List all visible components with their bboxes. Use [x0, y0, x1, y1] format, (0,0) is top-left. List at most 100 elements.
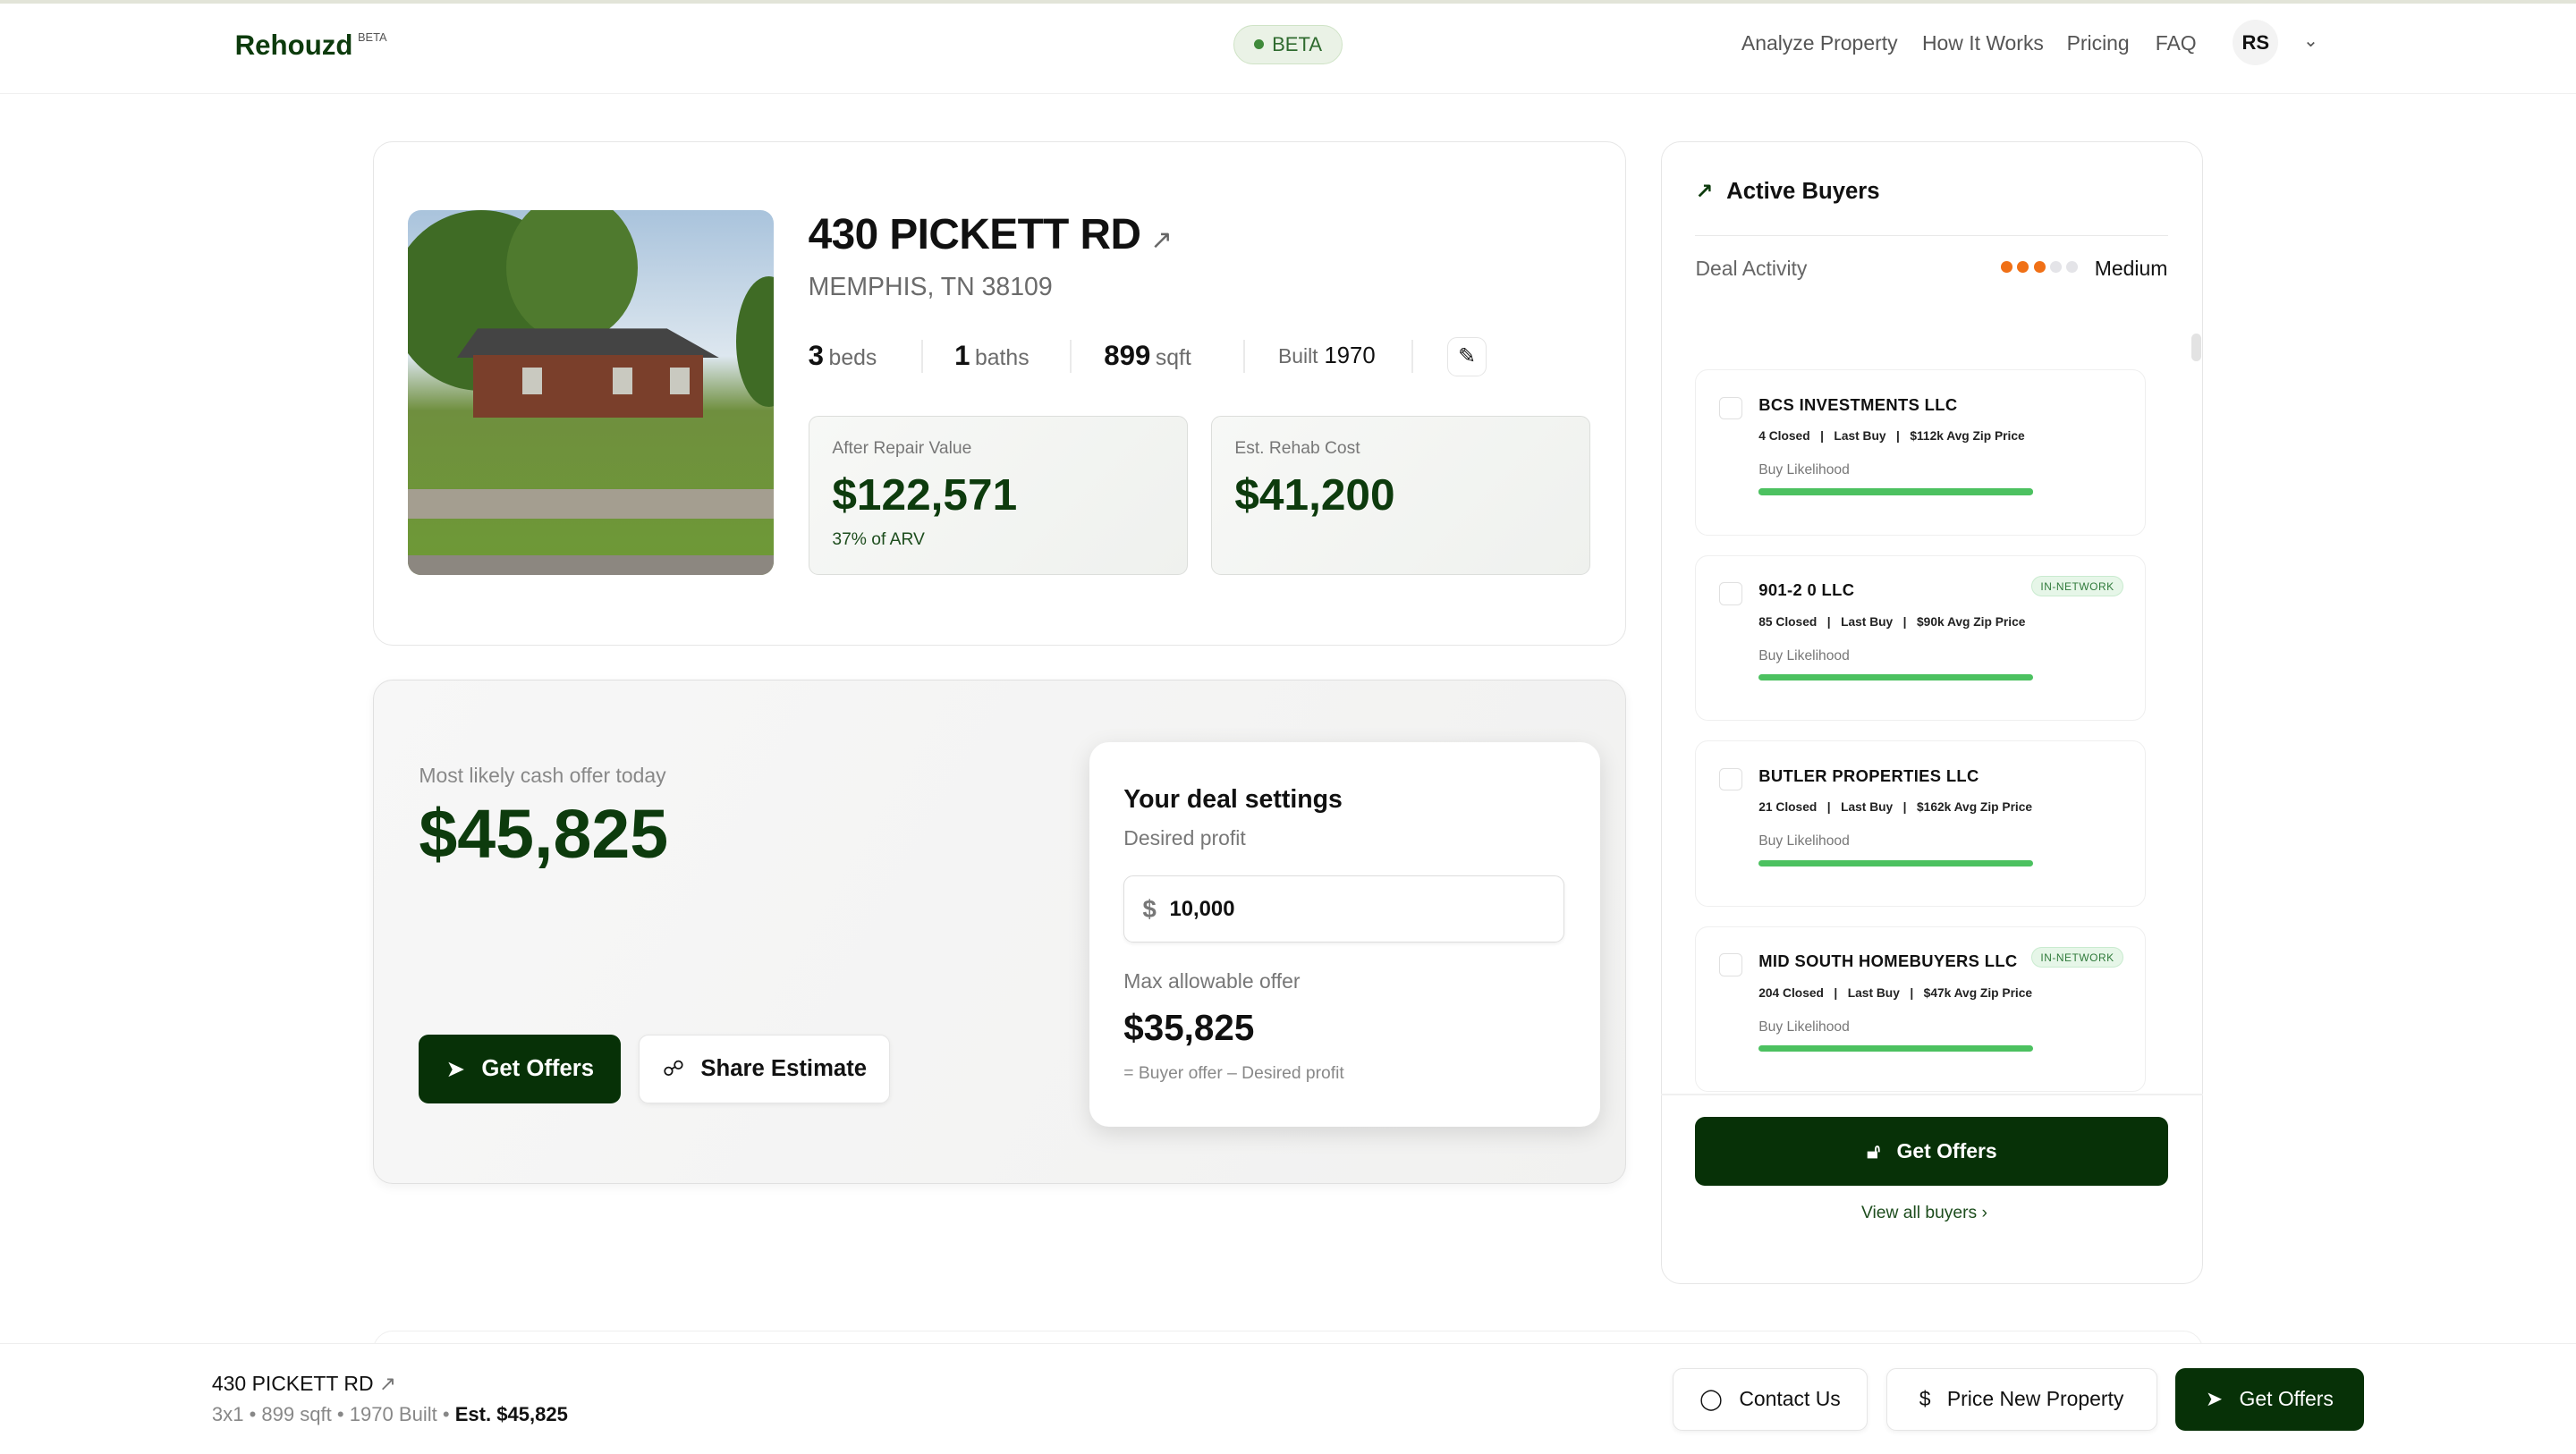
property-city: MEMPHIS, TN 38109 — [808, 272, 1053, 301]
property-address: 430 PICKETT RD ↗︎ — [809, 210, 1173, 259]
buyer-name: BUTLER PROPERTIES LLC — [1758, 765, 1979, 785]
buyer-meta: 85 Closed | Last Buy | $90k Avg Zip Pric… — [1758, 614, 2026, 629]
active-buyers-header: ↗ Active Buyers — [1695, 179, 1880, 205]
chat-bubble-icon: ◯ — [1699, 1387, 1723, 1411]
buyer-name: 901-2 0 LLC — [1758, 580, 1855, 600]
address-text: 430 PICKETT RD — [808, 211, 1141, 259]
buyer-checkbox[interactable] — [1719, 396, 1742, 420]
buyer-checkbox[interactable] — [1719, 582, 1742, 605]
status-dot-icon — [1253, 39, 1264, 50]
get-offers-button[interactable]: ➤ Get Offers — [419, 1035, 622, 1104]
rehab-box: Est. Rehab Cost $41,200 — [1210, 415, 1590, 575]
divider — [1695, 234, 2169, 237]
deal-activity-level: Medium — [2094, 256, 2168, 280]
sqft-stat: 899 sqft — [1104, 340, 1191, 372]
price-new-property-button[interactable]: $ Price New Property — [1885, 1367, 2157, 1431]
deal-activity-meter — [2001, 261, 2079, 273]
nav-how-it-works[interactable]: How It Works — [1921, 30, 2044, 55]
activity-dot — [2050, 261, 2062, 273]
top-nav — [0, 4, 2576, 94]
in-network-badge: IN-NETWORK — [2031, 946, 2123, 968]
buy-likelihood-label: Buy Likelihood — [1758, 1019, 1850, 1035]
contact-us-button[interactable]: ◯ Contact Us — [1672, 1367, 1868, 1431]
unlock-icon: 🔓︎ — [1867, 1139, 1881, 1163]
activity-dot — [2033, 261, 2046, 273]
scrollbar[interactable] — [2191, 333, 2202, 362]
dollar-icon: $ — [1919, 1387, 1931, 1411]
trending-up-icon: ↗ — [1695, 180, 1714, 205]
beta-label: BETA — [1272, 32, 1323, 55]
buy-likelihood-label: Buy Likelihood — [1758, 647, 1850, 664]
mao-formula: = Buyer offer – Desired profit — [1123, 1064, 1344, 1084]
buyer-card[interactable]: BUTLER PROPERTIES LLC 21 Closed | Last B… — [1695, 740, 2146, 907]
buy-likelihood-bar — [1758, 859, 2033, 866]
buyer-meta: 4 Closed | Last Buy | $112k Avg Zip Pric… — [1758, 429, 2025, 444]
nav-faq[interactable]: FAQ — [2155, 30, 2197, 55]
divider — [1660, 1094, 2203, 1096]
buy-likelihood-bar — [1758, 674, 2033, 681]
divider — [921, 340, 924, 373]
divider — [1411, 340, 1413, 373]
rehab-value: $41,200 — [1234, 469, 1395, 520]
arv-label: After Repair Value — [832, 439, 972, 459]
view-all-buyers-link[interactable]: View all buyers › — [1860, 1204, 1987, 1223]
chevron-right-icon: › — [1981, 1204, 1987, 1223]
sticky-summary: 3x1 • 899 sqft • 1970 Built • Est. $45,8… — [211, 1402, 568, 1425]
arv-value: $122,571 — [832, 469, 1018, 520]
offer-value: $45,825 — [419, 795, 669, 873]
desired-profit-input[interactable]: $10,000 — [1123, 875, 1564, 943]
arv-sub: 37% of ARV — [832, 530, 925, 550]
buyer-meta: 21 Closed | Last Buy | $162k Avg Zip Pri… — [1758, 800, 2033, 815]
share-icon: ☍ — [662, 1057, 684, 1082]
logo-text: Rehouzd — [234, 30, 353, 62]
external-link-icon[interactable]: ↗︎ — [1150, 225, 1173, 256]
baths-stat: 1 baths — [954, 340, 1030, 372]
buyer-card[interactable]: MID SOUTH HOMEBUYERS LLC IN-NETWORK 204 … — [1695, 926, 2146, 1093]
top-accent-line — [0, 0, 2576, 4]
logo[interactable]: Rehouzd BETA — [235, 30, 387, 62]
activity-dot — [2001, 261, 2012, 273]
buyer-card[interactable]: BCS INVESTMENTS LLC 4 Closed | Last Buy … — [1695, 369, 2146, 536]
activity-dot — [2017, 261, 2029, 273]
deal-settings-card: Your deal settings Desired profit $10,00… — [1089, 742, 1600, 1127]
buy-likelihood-bar — [1758, 1045, 2033, 1052]
logo-beta: BETA — [357, 30, 387, 45]
in-network-badge: IN-NETWORK — [2031, 575, 2123, 597]
activity-dot — [2066, 261, 2079, 273]
desired-profit-label: Desired profit — [1123, 825, 1246, 850]
buyer-checkbox[interactable] — [1719, 953, 1742, 976]
divider — [1243, 340, 1246, 373]
buyer-name: BCS INVESTMENTS LLC — [1758, 394, 1958, 414]
divider — [1069, 340, 1072, 373]
nav-analyze-property[interactable]: Analyze Property — [1741, 30, 1898, 55]
buyer-name: MID SOUTH HOMEBUYERS LLC — [1758, 951, 2018, 971]
deal-settings-title: Your deal settings — [1123, 784, 1343, 814]
sticky-get-offers-button[interactable]: ➤ Get Offers — [2174, 1367, 2364, 1431]
send-icon: ➤ — [2205, 1387, 2224, 1411]
mao-value: $35,825 — [1123, 1006, 1255, 1048]
buy-likelihood-bar — [1758, 488, 2033, 495]
buyer-checkbox[interactable] — [1719, 767, 1742, 791]
built-stat: Built 1970 — [1277, 342, 1376, 368]
sticky-address: 430 PICKETT RD ↗︎ — [211, 1371, 397, 1395]
mao-label: Max allowable offer — [1123, 968, 1301, 993]
buy-likelihood-label: Buy Likelihood — [1758, 462, 1850, 478]
buyer-meta: 204 Closed | Last Buy | $47k Avg Zip Pri… — [1758, 986, 2033, 1000]
nav-pricing[interactable]: Pricing — [2066, 30, 2130, 55]
dollar-icon: $ — [1142, 894, 1157, 923]
rehab-label: Est. Rehab Cost — [1234, 439, 1360, 459]
chevron-down-icon[interactable]: ⌄ — [2303, 31, 2318, 52]
buyer-card[interactable]: 901-2 0 LLC IN-NETWORK 85 Closed | Last … — [1695, 554, 2146, 722]
avatar[interactable]: RS — [2233, 20, 2279, 66]
property-photo — [407, 210, 775, 575]
beds-stat: 3 beds — [808, 340, 877, 372]
external-link-icon[interactable]: ↗︎ — [378, 1371, 397, 1395]
edit-pencil-icon[interactable]: ✎ — [1447, 336, 1487, 376]
beta-pill: BETA — [1233, 24, 1343, 64]
share-estimate-button[interactable]: ☍ Share Estimate — [639, 1035, 891, 1104]
deal-activity-label: Deal Activity — [1695, 256, 1808, 280]
buyers-get-offers-button[interactable]: 🔓︎ Get Offers — [1695, 1116, 2169, 1187]
offer-label: Most likely cash offer today — [419, 764, 666, 788]
arv-box: After Repair Value $122,571 37% of ARV — [808, 415, 1188, 575]
buy-likelihood-label: Buy Likelihood — [1758, 833, 1850, 850]
